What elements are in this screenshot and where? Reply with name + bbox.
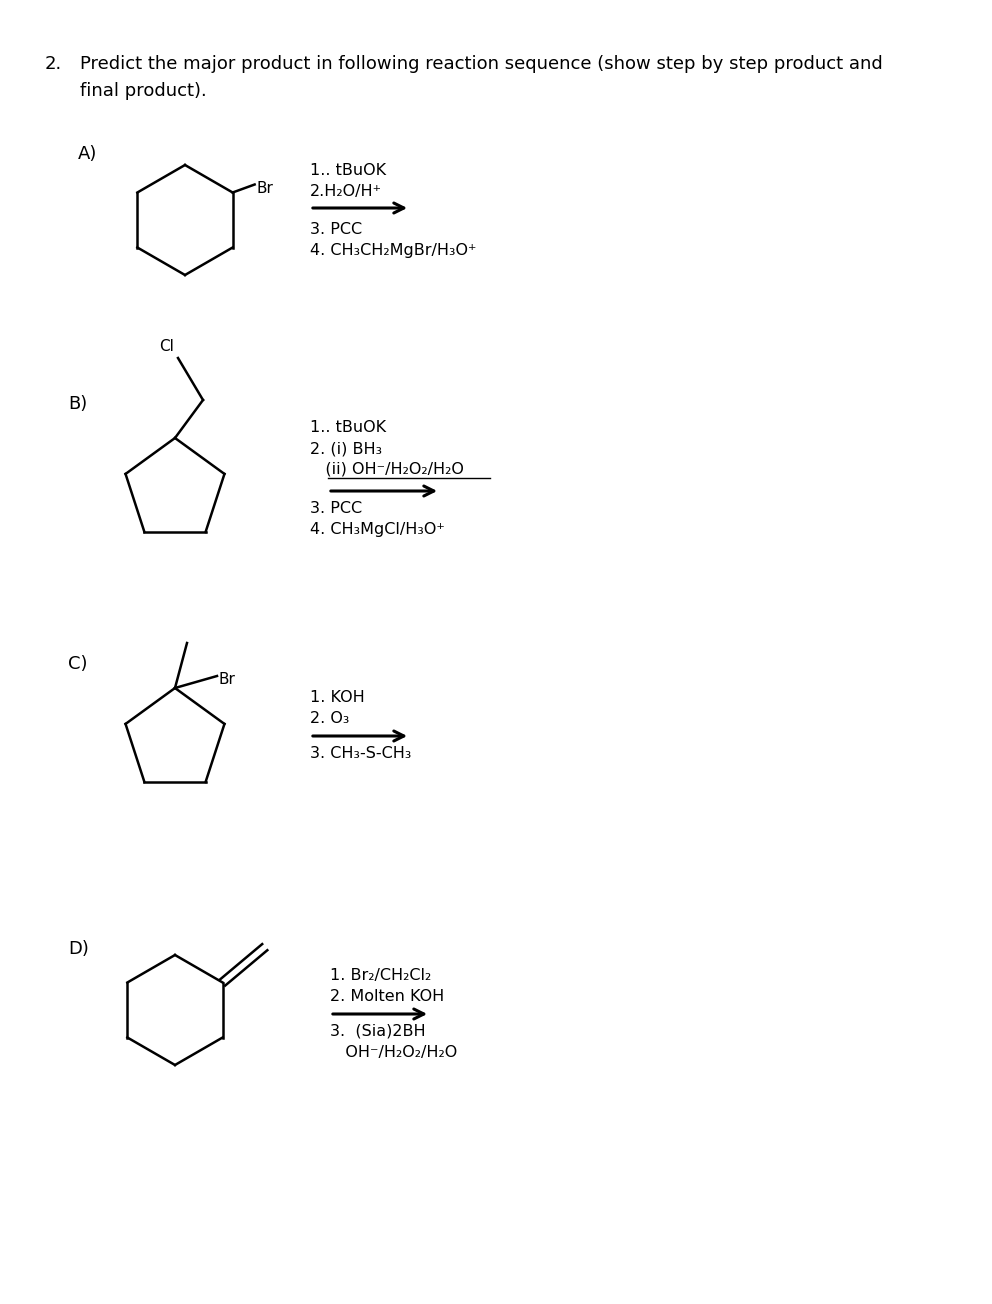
Text: 2. (i) BH₃: 2. (i) BH₃ <box>310 441 382 456</box>
Text: 4. CH₃CH₂MgBr/H₃O⁺: 4. CH₃CH₂MgBr/H₃O⁺ <box>310 243 476 258</box>
Text: 2.: 2. <box>45 55 62 73</box>
Text: 3. CH₃-S-CH₃: 3. CH₃-S-CH₃ <box>310 746 412 762</box>
Text: 3.  (Sia)2BH: 3. (Sia)2BH <box>330 1024 426 1039</box>
Text: 4. CH₃MgCl/H₃O⁺: 4. CH₃MgCl/H₃O⁺ <box>310 522 444 537</box>
Text: A): A) <box>78 145 97 163</box>
Text: 1.. tBuOK: 1.. tBuOK <box>310 163 386 179</box>
Text: 1. Br₂/CH₂Cl₂: 1. Br₂/CH₂Cl₂ <box>330 968 432 983</box>
Text: D): D) <box>68 940 89 958</box>
Text: Predict the major product in following reaction sequence (show step by step prod: Predict the major product in following r… <box>80 55 883 73</box>
Text: 2. Molten KOH: 2. Molten KOH <box>330 988 444 1004</box>
Text: 3. PCC: 3. PCC <box>310 222 362 237</box>
Text: 1.. tBuOK: 1.. tBuOK <box>310 420 386 436</box>
Text: OH⁻/H₂O₂/H₂O: OH⁻/H₂O₂/H₂O <box>330 1045 457 1060</box>
Text: Br: Br <box>257 181 274 196</box>
Text: Cl: Cl <box>159 339 174 353</box>
Text: B): B) <box>68 395 87 413</box>
Text: (ii) OH⁻/H₂O₂/H₂O: (ii) OH⁻/H₂O₂/H₂O <box>310 462 464 477</box>
Text: C): C) <box>68 655 87 673</box>
Text: final product).: final product). <box>80 82 206 100</box>
Text: 3. PCC: 3. PCC <box>310 501 362 516</box>
Text: 2. O₃: 2. O₃ <box>310 711 349 726</box>
Text: Br: Br <box>219 673 236 687</box>
Text: 1. KOH: 1. KOH <box>310 690 365 705</box>
Text: 2.H₂O/H⁺: 2.H₂O/H⁺ <box>310 184 382 200</box>
